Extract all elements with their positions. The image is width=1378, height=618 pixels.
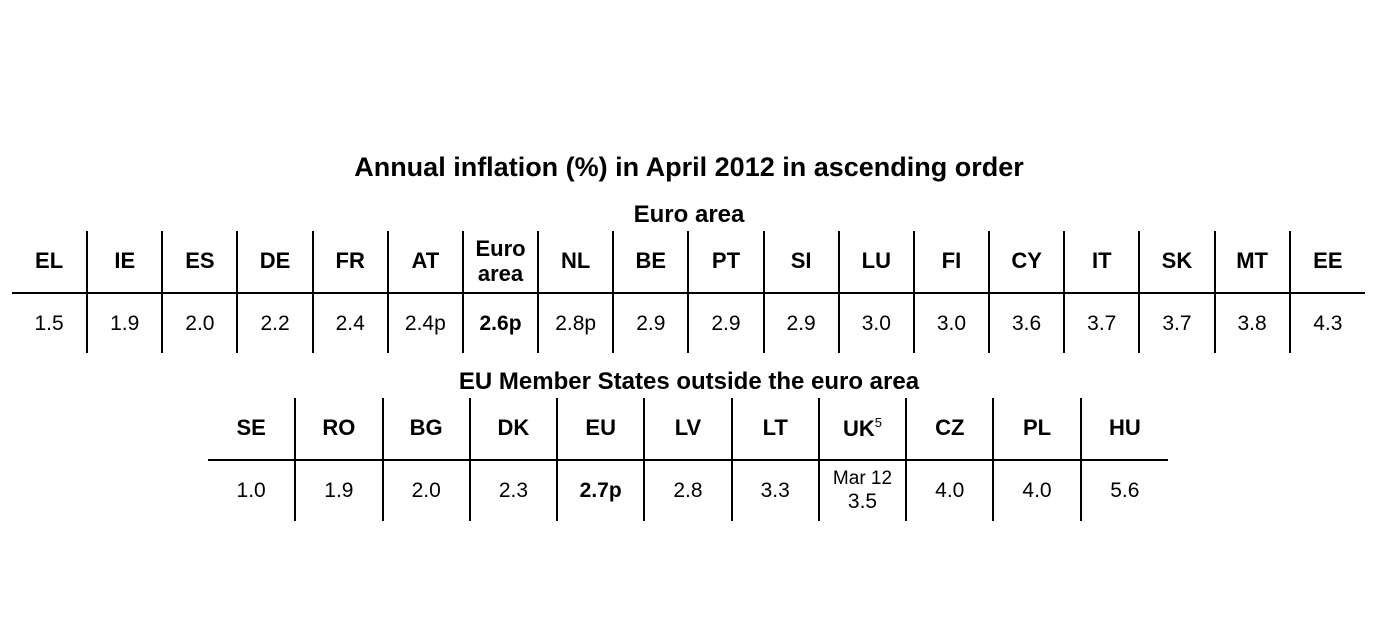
value-cell: 1.9 <box>294 460 383 521</box>
header-cell: ES <box>161 231 238 294</box>
header-cell: Euro area <box>461 231 539 294</box>
header-cell: FR <box>311 231 388 294</box>
section-title: Euro area <box>633 201 745 228</box>
value-cell: 2.6p <box>461 293 539 353</box>
header-cell: SK <box>1138 231 1215 294</box>
value-cell: 2.4 <box>311 293 388 353</box>
value-cell: 4.0 <box>992 460 1081 521</box>
header-row: SE RO BG DK EU LV LT UK5 CZ PL HU <box>208 398 1168 461</box>
header-cell: FI <box>912 231 990 294</box>
value-cell: 2.2 <box>236 293 313 353</box>
header-cell: CY <box>988 231 1065 294</box>
main-title: Annual inflation (%) in April 2012 in as… <box>354 152 1024 182</box>
header-cell: BG <box>381 398 470 461</box>
value-cell: 2.0 <box>381 460 470 521</box>
header-cell: LV <box>643 398 732 461</box>
value-cell: 3.6 <box>988 293 1065 353</box>
header-cell: CZ <box>905 398 994 461</box>
value-cell: 3.0 <box>837 293 914 353</box>
value-row: 1.0 1.9 2.0 2.3 2.7p 2.8 3.3 Mar 12 3.5 4.0 4.0 5.6 <box>208 460 1168 521</box>
header-cell: EL <box>12 231 88 294</box>
header-cell: SE <box>208 398 296 461</box>
header-cell: AT <box>386 231 463 294</box>
header-label: UK <box>842 415 875 441</box>
header-cell: DE <box>236 231 313 294</box>
value-cell: 2.3 <box>468 460 558 521</box>
outside-euro-table: SE RO BG DK EU LV LT UK5 CZ PL HU 1.0 1.9 2.0 2.3 2.7p 2… <box>208 398 1168 521</box>
euro-area-table: EL IE ES DE FR AT Euro area NL BE PT SI LU FI CY IT SK M… <box>12 231 1365 353</box>
cell-note: Mar 12 <box>832 468 893 489</box>
header-cell: HU <box>1079 398 1168 461</box>
header-cell: MT <box>1213 231 1290 294</box>
header-cell: EU <box>556 398 645 461</box>
value-cell: 3.0 <box>912 293 990 353</box>
value-cell: 2.8 <box>643 460 732 521</box>
header-cell: IE <box>86 231 163 294</box>
value-cell: 2.9 <box>687 293 764 353</box>
value-cell: 4.3 <box>1288 293 1365 353</box>
header-row: EL IE ES DE FR AT Euro area NL BE PT SI LU FI CY IT SK M… <box>12 231 1365 294</box>
value-cell: 2.7p <box>556 460 645 521</box>
header-cell: UK5 <box>817 398 907 461</box>
cell-value: 3.5 <box>847 489 878 513</box>
header-cell: SI <box>762 231 839 294</box>
header-cell: PT <box>687 231 764 294</box>
header-cell: PL <box>992 398 1081 461</box>
value-cell: 4.0 <box>905 460 994 521</box>
value-cell: 3.7 <box>1063 293 1140 353</box>
header-cell: NL <box>537 231 614 294</box>
value-cell: 3.8 <box>1213 293 1290 353</box>
header-cell: EE <box>1288 231 1365 294</box>
value-cell: 2.0 <box>161 293 238 353</box>
value-cell: 2.9 <box>762 293 839 353</box>
header-cell: LT <box>730 398 819 461</box>
value-cell: 1.5 <box>34 311 64 335</box>
header-cell: BE <box>612 231 689 294</box>
footnote-ref: 5 <box>874 414 882 430</box>
section-title: EU Member States outside the euro area <box>458 368 920 395</box>
value-row: 1.5 1.9 2.0 2.2 2.4 2.4p 2.6p 2.8p 2.9 2.9 2.9 3.0 3… <box>12 293 1365 353</box>
header-cell: IT <box>1063 231 1140 294</box>
value-cell: 1.0 <box>236 479 266 503</box>
value-cell: 2.8p <box>537 293 614 353</box>
value-cell: 2.9 <box>612 293 689 353</box>
header-cell: LU <box>837 231 914 294</box>
value-cell: 5.6 <box>1079 460 1168 521</box>
header-cell: DK <box>468 398 558 461</box>
header-cell: RO <box>294 398 383 461</box>
value-cell: 1.9 <box>86 293 163 353</box>
value-cell: Mar 12 3.5 <box>817 460 907 521</box>
value-cell: 2.4p <box>386 293 463 353</box>
value-cell: 3.3 <box>730 460 819 521</box>
value-cell: 3.7 <box>1138 293 1215 353</box>
